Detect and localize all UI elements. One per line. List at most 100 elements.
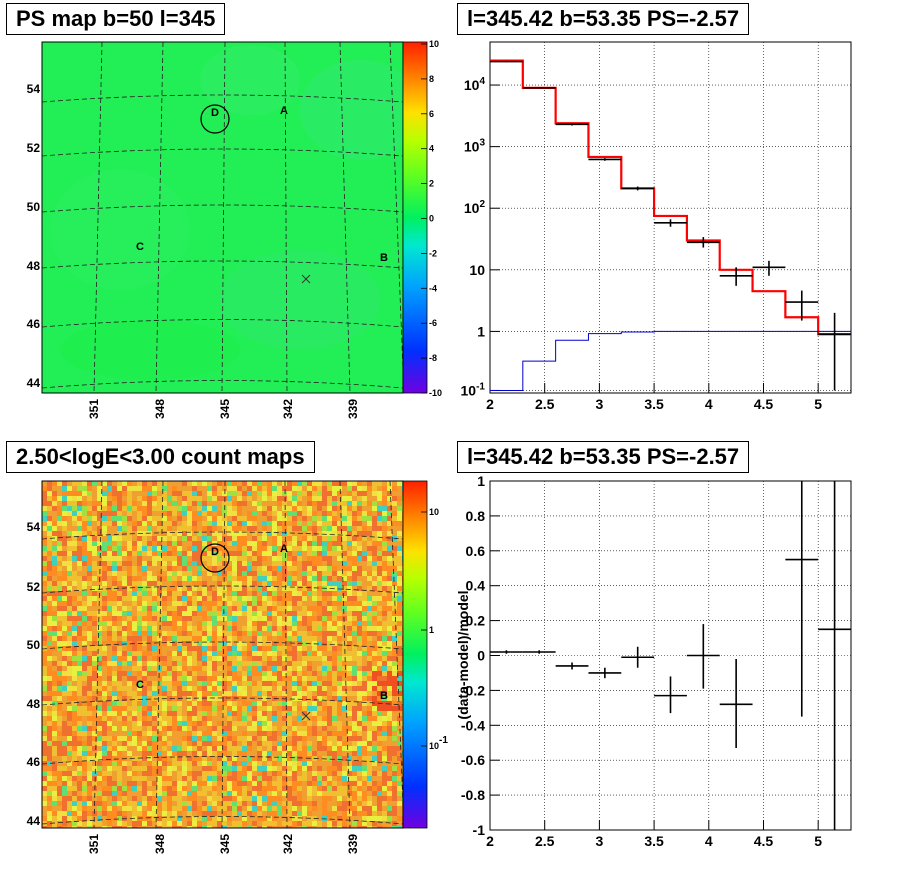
ps-map-colorbar — [402, 41, 428, 394]
ps-map-xtick: 345 — [218, 399, 232, 419]
spectrum-ytick-label: 102 — [464, 199, 486, 216]
residual-data-point — [555, 662, 589, 670]
residual-ytick-label: 0 — [477, 648, 485, 664]
spectrum-model-line — [490, 59, 851, 336]
spectrum-ytick-label: 103 — [464, 138, 486, 155]
ps-map-xtick: 348 — [153, 399, 167, 419]
spectrum-ytick-label: 10 — [469, 262, 485, 278]
count-map-pixels — [42, 481, 403, 828]
colorbar-tick-label: 1 — [429, 625, 434, 635]
ps-map-y-ticks: 54 52 50 48 46 44 — [27, 82, 41, 390]
residual-ytick-label: 1 — [477, 473, 485, 489]
residual-ytick-label: -0.6 — [461, 752, 485, 768]
ps-map-grid — [42, 42, 403, 393]
colorbar-tick-label: -2 — [429, 248, 437, 258]
residual-ticks: 2 2.5 3 3.5 4 4.5 5 1 0.8 0.6 0.4 0.2 0 -0.2 -0.4 -0.6 -… — [461, 473, 822, 849]
spectrum-xtick-label: 4 — [705, 396, 713, 412]
residual-xtick-label: 2.5 — [535, 833, 555, 849]
count-map-ytick: 46 — [27, 755, 41, 769]
spectrum-xtick-label: 3.5 — [644, 396, 664, 412]
spectrum-panel: 2 2.5 3 3.5 4 4.5 5 10-1 1 10 102 103 104 — [461, 41, 852, 412]
spectrum-background-line — [490, 330, 851, 391]
count-map-xtick: 348 — [153, 834, 167, 854]
source-label-D: D — [211, 546, 219, 558]
residual-ytick-label: -1 — [473, 822, 486, 838]
ps-map-ytick: 54 — [27, 82, 41, 96]
source-label-A: A — [280, 105, 288, 117]
residual-plot — [490, 481, 851, 830]
spectrum-xtick-label: 2.5 — [535, 396, 555, 412]
ps-map-x-ticks: 351 348 345 342 339 — [87, 399, 360, 419]
residual-ytick-label: 0.8 — [466, 508, 486, 524]
residual-data-point — [522, 650, 556, 654]
source-label-C: C — [136, 241, 144, 253]
count-map-ytick: 52 — [27, 580, 41, 594]
ps-map-ytick: 44 — [27, 376, 41, 390]
count-map-xtick: 351 — [87, 834, 101, 854]
residual-xtick-label: 4 — [705, 833, 713, 849]
spectrum-ytick-label: 1 — [477, 323, 485, 339]
ps-map-xtick: 342 — [281, 399, 295, 419]
source-x-marker — [301, 274, 311, 284]
spectrum-ytick-label: 10-1 — [461, 381, 486, 398]
residual-ytick-label: 0.2 — [466, 613, 486, 629]
spectrum-data-point — [719, 267, 753, 286]
count-map-y-ticks: 54 52 50 48 46 44 — [27, 520, 41, 828]
count-map-xtick: 342 — [281, 834, 295, 854]
residual-ylabel: (data-model)/model — [455, 590, 471, 719]
count-map-x-ticks: 351 348 345 342 339 — [87, 834, 360, 854]
residual-ytick-label: 0.6 — [466, 543, 486, 559]
colorbar-tick-label: -4 — [429, 283, 437, 293]
residual-title: l=345.42 b=53.35 PS=-2.57 — [457, 441, 750, 473]
residual-data-point — [654, 676, 687, 714]
count-map-title: 2.50<logE<3.00 count maps — [6, 441, 315, 473]
ps-map-panel: D A C B 54 52 50 48 46 44 351 348 345 34… — [27, 39, 442, 419]
residual-data-point — [621, 646, 655, 668]
source-label-C: C — [136, 679, 144, 691]
ps-map-title: PS map b=50 l=345 — [6, 3, 226, 35]
residual-ytick-label: -0.2 — [461, 682, 485, 698]
colorbar-tick-label: -6 — [429, 318, 437, 328]
source-label-B: B — [380, 252, 388, 264]
ps-map-ytick: 46 — [27, 317, 41, 331]
spectrum-xtick-label: 3 — [595, 396, 603, 412]
colorbar-tick-label: -8 — [429, 353, 437, 363]
ps-map-colorbar-ticks: 10 8 6 4 2 0 -2 -4 -6 -8 -10 — [421, 39, 442, 398]
count-map-ytick: 50 — [27, 638, 41, 652]
ps-map-ytick: 52 — [27, 141, 41, 155]
residual-ytick-label: 0.4 — [466, 578, 486, 594]
count-map-colorbar-ticks: 10 1 10-1 — [421, 507, 448, 751]
count-map-grid — [42, 481, 403, 828]
spectrum-frame — [489, 41, 852, 394]
colorbar-tick-label: 4 — [429, 144, 434, 154]
colorbar-tick-label: 0 — [429, 214, 434, 224]
spectrum-data-point — [588, 158, 622, 161]
ps-map-ytick: 48 — [27, 259, 41, 273]
colorbar-tick-label: 10 — [429, 507, 439, 517]
residual-data-point — [818, 481, 851, 830]
source-label-A: A — [280, 543, 288, 555]
count-map-xtick: 339 — [346, 834, 360, 854]
spectrum-data-point — [490, 60, 523, 63]
colorbar-tick-label: 8 — [429, 74, 434, 84]
spectrum-data-point — [785, 290, 819, 321]
colorbar-tick-label: 10 — [429, 39, 439, 49]
spectrum-ticks: 2 2.5 3 3.5 4 4.5 5 10-1 1 10 102 103 104 — [461, 76, 823, 412]
source-circle-D — [200, 104, 230, 134]
colorbar-tick-label: 2 — [429, 179, 434, 189]
residual-panel: 2 2.5 3 3.5 4 4.5 5 1 0.8 0.6 0.4 0.2 0 -0.2 -0.4 -0.6 -… — [455, 473, 852, 849]
source-label-D: D — [211, 107, 219, 119]
residual-ytick-label: -0.8 — [461, 787, 485, 803]
spectrum-data-point — [818, 312, 851, 391]
count-map-xtick: 345 — [218, 834, 232, 854]
count-map-colorbar — [402, 480, 428, 829]
residual-xtick-label: 3.5 — [644, 833, 664, 849]
spectrum-data-point — [654, 219, 687, 227]
ps-map-xtick: 339 — [346, 399, 360, 419]
colorbar-tick-label: 10-1 — [429, 735, 448, 751]
spectrum-data-point — [752, 260, 786, 276]
spectrum-ytick-label: 104 — [464, 76, 486, 93]
residual-xtick-label: 5 — [814, 833, 822, 849]
spectrum-xtick-label: 4.5 — [754, 396, 774, 412]
